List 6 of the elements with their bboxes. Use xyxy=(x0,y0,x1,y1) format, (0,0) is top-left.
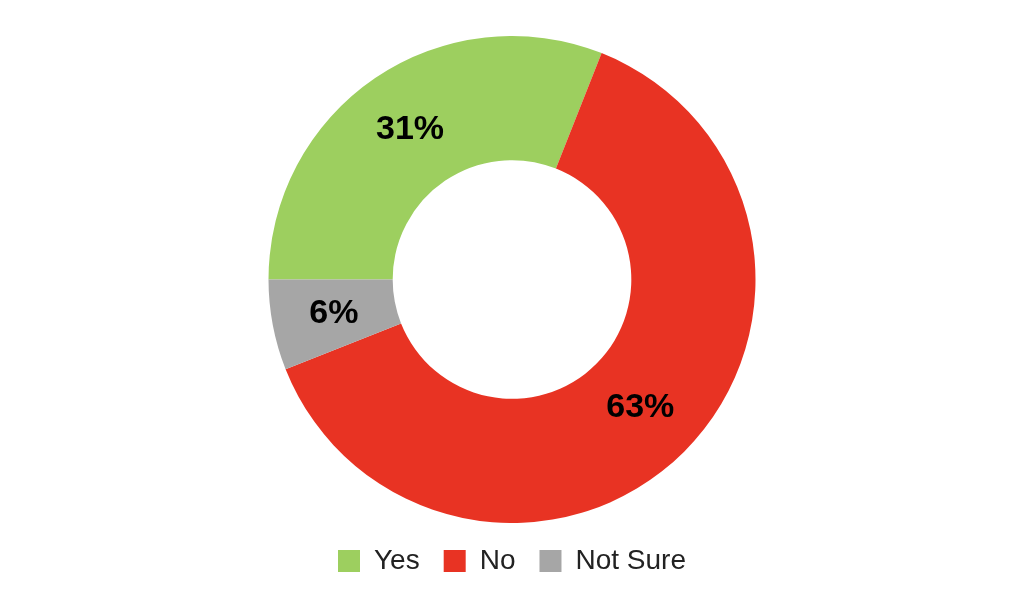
legend-label: Not Sure xyxy=(575,543,686,575)
data-label: 6% xyxy=(309,291,359,330)
data-label: 31% xyxy=(376,107,445,146)
legend-label: Yes xyxy=(374,543,420,575)
data-label: 63% xyxy=(606,386,675,425)
legend-label: No xyxy=(479,543,516,575)
